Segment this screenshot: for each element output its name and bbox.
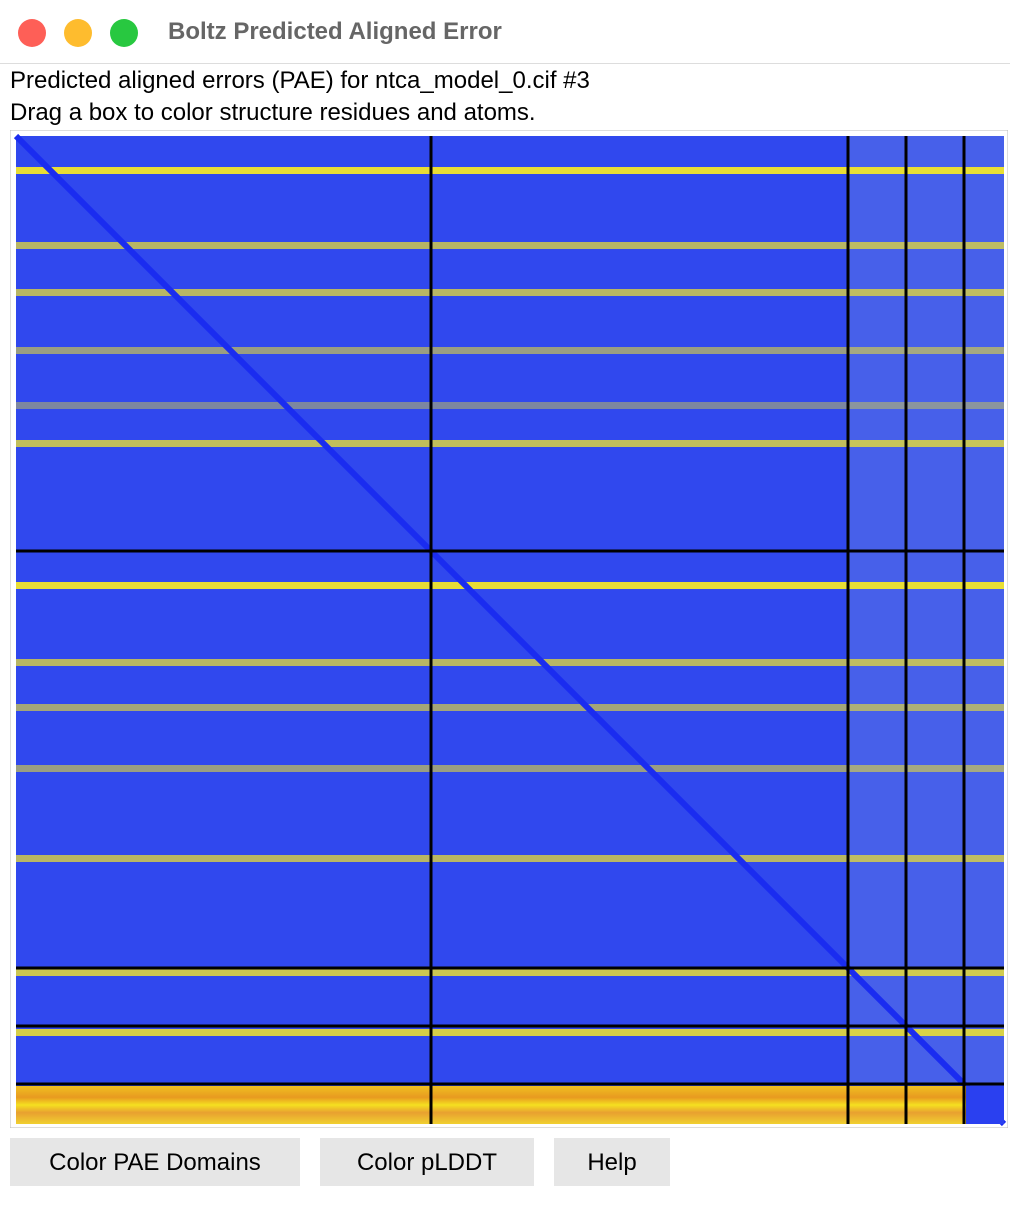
heatmap-stripe	[16, 440, 1004, 447]
heatmap-stripe	[16, 765, 1004, 772]
heatmap-stripe	[16, 347, 1004, 354]
heatmap-stripe	[16, 289, 1004, 296]
heatmap-stripes	[16, 167, 1004, 1036]
heatmap-stripe	[16, 167, 1004, 174]
heatmap-stripe	[16, 659, 1004, 666]
heatmap-stripe	[16, 969, 1004, 976]
info-text: Predicted aligned errors (PAE) for ntca_…	[10, 67, 590, 94]
heatmap-stripe	[16, 1029, 1004, 1036]
heatmap-stripe	[16, 704, 1004, 711]
heatmap-region	[16, 1086, 1004, 1124]
button[interactable]: Color pLDDT	[320, 1138, 534, 1186]
diagonal	[13, 133, 1007, 1127]
window-title: Boltz Predicted Aligned Error	[168, 18, 502, 45]
heatmap-stripe	[16, 402, 1004, 409]
heatmap-stripe	[16, 855, 1004, 862]
button[interactable]: Help	[554, 1138, 670, 1186]
zoom-button[interactable]	[110, 19, 138, 47]
close-button[interactable]	[18, 19, 46, 47]
heatmap-region	[966, 1086, 1004, 1124]
chain-dividers	[16, 136, 1004, 1124]
heatmap-stripe	[16, 582, 1004, 589]
heatmap-stripe	[16, 242, 1004, 249]
title-bar: Boltz Predicted Aligned Error	[0, 0, 1010, 64]
button[interactable]: Color PAE Domains	[10, 1138, 300, 1186]
minimize-button[interactable]	[64, 19, 92, 47]
heatmap-region	[848, 136, 1004, 1084]
pae-plot	[10, 130, 1008, 1128]
info-text: Drag a box to color structure residues a…	[10, 99, 536, 126]
